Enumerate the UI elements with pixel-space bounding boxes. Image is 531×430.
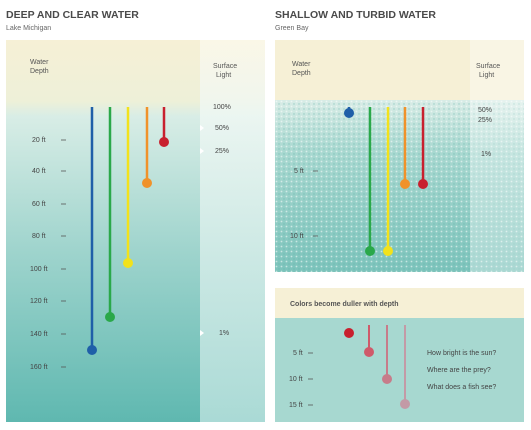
question: Where are the prey? (427, 367, 491, 374)
marker (200, 148, 204, 154)
yellow-dot (123, 258, 133, 268)
panel-title: DEEP AND CLEAR WATER (6, 9, 139, 21)
water-column (275, 318, 524, 422)
yellow-dot (383, 246, 393, 256)
panel-subtitle: Green Bay (275, 25, 309, 32)
depth-label: 5 ft (294, 168, 304, 175)
depth-label: 10 ft (290, 233, 304, 240)
marker (200, 330, 204, 336)
depth-header: Depth (30, 68, 49, 75)
depth-label: 160 ft (30, 364, 48, 371)
depth-label: 10 ft (289, 376, 303, 383)
light-label: 100% (213, 104, 231, 111)
fade-dot (382, 374, 392, 384)
panel-subtitle: Lake Michigan (6, 25, 51, 32)
light-column (200, 40, 265, 422)
light-label: 25% (215, 148, 229, 155)
depth-label: 40 ft (32, 168, 46, 175)
question: How bright is the sun? (427, 350, 496, 357)
inset-title: Colors become duller with depth (290, 301, 399, 308)
light-column (470, 40, 524, 272)
blue-dot (344, 108, 354, 118)
depth-label: 120 ft (30, 298, 48, 305)
orange-dot (400, 179, 410, 189)
light-label: 50% (478, 107, 492, 114)
depth-header: Water (30, 59, 49, 66)
depth-label: 100 ft (30, 266, 48, 273)
blue-dot (87, 345, 97, 355)
red-dot (344, 328, 354, 338)
light-header: Surface (213, 63, 237, 70)
marker (200, 125, 204, 131)
green-dot (105, 312, 115, 322)
depth-header: Water (292, 61, 311, 68)
depth-label: 15 ft (289, 402, 303, 409)
depth-label: 5 ft (293, 350, 303, 357)
depth-label: 60 ft (32, 201, 46, 208)
question: What does a fish see? (427, 384, 496, 391)
orange-dot (142, 178, 152, 188)
light-penetration (344, 107, 428, 256)
light-label: 1% (481, 151, 491, 158)
fade-dot (400, 399, 410, 409)
green-dot (365, 246, 375, 256)
turbidity (275, 100, 524, 272)
depth-label: 80 ft (32, 233, 46, 240)
depth-header: Depth (292, 70, 311, 77)
light-markers (200, 125, 204, 336)
light-header: Surface (476, 63, 500, 70)
light-penetration (87, 107, 169, 355)
light-header: Light (216, 72, 231, 79)
light-header: Light (479, 72, 494, 79)
light-label: 25% (478, 117, 492, 124)
color-fading (344, 325, 410, 409)
red-dot (418, 179, 428, 189)
panel-title: SHALLOW AND TURBID WATER (275, 9, 436, 21)
depth-label: 20 ft (32, 137, 46, 144)
red-dot (159, 137, 169, 147)
depth-label: 140 ft (30, 331, 48, 338)
light-label: 1% (219, 330, 229, 337)
fade-dot (364, 347, 374, 357)
depth-scale: 20 ft 40 ft 60 ft 80 ft 100 ft 120 ft 14… (30, 137, 66, 371)
light-label: 50% (215, 125, 229, 132)
